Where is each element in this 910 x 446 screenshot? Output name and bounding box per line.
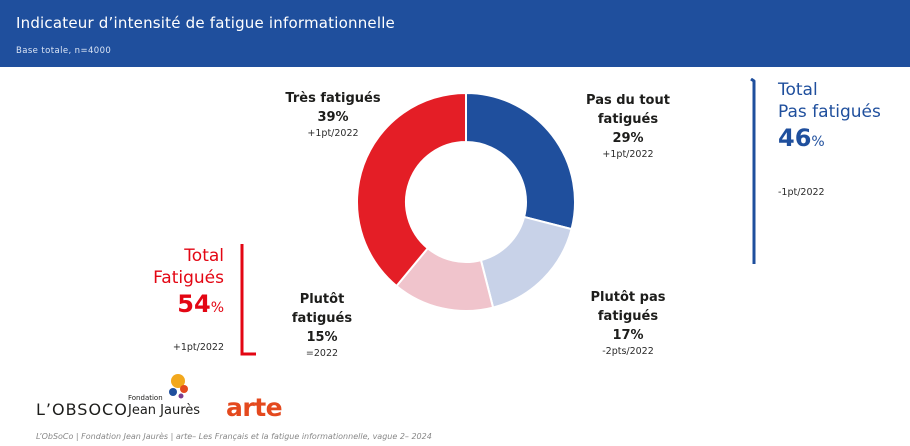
footer-source: L’ObSoCo | Fondation Jean Jaurès | arte–…	[36, 432, 432, 441]
label-delta: +1pt/2022	[307, 128, 359, 139]
total-value-block: 46%	[778, 123, 881, 157]
label-name: Très fatigués	[285, 91, 381, 106]
label-plutot-fatigues: Plutôt fatigués 15% =2022	[282, 290, 362, 361]
total-pas-fatigues: Total Pas fatigués 46% -1pt/2022	[778, 79, 881, 198]
total-value: 54	[177, 290, 211, 318]
fondation-jean-jaures-logo: Fondation Jean Jaurès	[128, 372, 228, 422]
bracket-pas-fatigues	[750, 78, 756, 264]
fondation-small-text: Fondation	[128, 394, 163, 402]
fondation-big-text: Jean Jaurès	[128, 403, 201, 418]
label-pct: 15%	[306, 330, 338, 345]
label-name-l1: Plutôt pas	[590, 290, 666, 305]
label-pas-du-tout-fatigues: Pas du tout fatigués 29% +1pt/2022	[578, 91, 678, 162]
total-line2: Pas fatigués	[778, 102, 881, 122]
total-fatigues: Total Fatigués 54% +1pt/2022	[150, 245, 224, 353]
total-unit: %	[210, 300, 224, 316]
total-value-block: 54%	[150, 289, 224, 323]
label-pct: 39%	[317, 110, 349, 125]
label-name-l2: fatigués	[291, 311, 353, 326]
label-delta: -2pts/2022	[602, 346, 654, 357]
header-banner: Indicateur d’intensité de fatigue inform…	[0, 0, 910, 67]
bracket-fatigues	[240, 244, 256, 356]
fondation-dots-icon	[169, 374, 188, 399]
donut-chart	[356, 91, 576, 312]
obsoco-logo: L’OBSOCO	[36, 400, 128, 419]
label-delta: +1pt/2022	[602, 149, 654, 160]
slice-tres-fatigues	[356, 91, 467, 288]
logos-row: L’OBSOCO Fondation Jean Jaurès arte	[36, 372, 336, 422]
label-pct: 17%	[612, 328, 644, 343]
chart-title: Indicateur d’intensité de fatigue inform…	[16, 14, 395, 32]
slice-pas-du-tout-fatigues	[465, 91, 576, 231]
label-name-l1: Pas du tout	[586, 93, 670, 108]
label-plutot-pas-fatigues: Plutôt pas fatigués 17% -2pts/2022	[578, 288, 678, 359]
label-tres-fatigues: Très fatigués 39% +1pt/2022	[278, 89, 388, 141]
total-delta: -1pt/2022	[778, 187, 825, 198]
slice-plutot-pas-fatigues	[479, 215, 573, 309]
total-line1: Total	[778, 80, 818, 100]
total-line1: Total	[184, 246, 224, 266]
arte-logo: arte	[226, 393, 283, 422]
total-value: 46	[778, 124, 812, 152]
total-delta: +1pt/2022	[172, 342, 224, 353]
label-delta: =2022	[305, 348, 339, 359]
chart-subtitle: Base totale, n=4000	[16, 46, 112, 56]
total-unit: %	[811, 134, 825, 150]
label-pct: 29%	[612, 131, 644, 146]
label-name-l2: fatigués	[597, 112, 659, 127]
label-name-l1: Plutôt	[299, 292, 345, 307]
label-name-l2: fatigués	[597, 309, 659, 324]
total-line2: Fatigués	[153, 268, 224, 288]
